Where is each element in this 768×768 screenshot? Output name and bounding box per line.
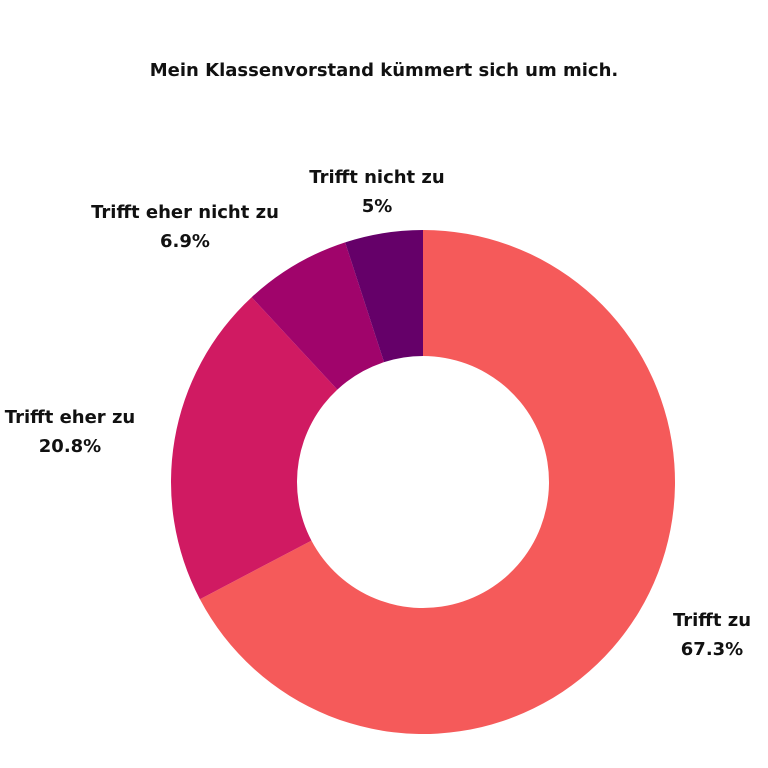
label-trifft-eher-nicht-zu-text: Trifft eher nicht zu	[91, 202, 279, 223]
label-trifft-eher-nicht-zu-value: 6.9%	[160, 231, 210, 252]
label-trifft-zu: Trifft zu 67.3%	[673, 606, 751, 664]
label-trifft-nicht-zu: Trifft nicht zu 5%	[309, 163, 444, 221]
label-trifft-nicht-zu-text: Trifft nicht zu	[309, 167, 445, 188]
label-trifft-eher-zu: Trifft eher zu 20.8%	[5, 403, 135, 461]
label-trifft-zu-value: 67.3%	[680, 639, 744, 660]
label-trifft-eher-zu-text: Trifft eher zu	[4, 407, 136, 428]
slice-trifft-nicht-zu	[345, 230, 423, 363]
chart-title: Mein Klassenvorstand kümmert sich um mic…	[149, 60, 619, 81]
label-trifft-zu-text: Trifft zu	[672, 610, 752, 631]
slice-trifft-eher-nicht-zu	[251, 242, 385, 390]
slice-trifft-zu	[199, 230, 676, 734]
label-trifft-nicht-zu-value: 5%	[361, 196, 393, 217]
label-trifft-eher-nicht-zu: Trifft eher nicht zu 6.9%	[91, 198, 279, 256]
label-trifft-eher-zu-value: 20.8%	[38, 436, 102, 457]
slice-trifft-eher-zu	[171, 297, 338, 600]
